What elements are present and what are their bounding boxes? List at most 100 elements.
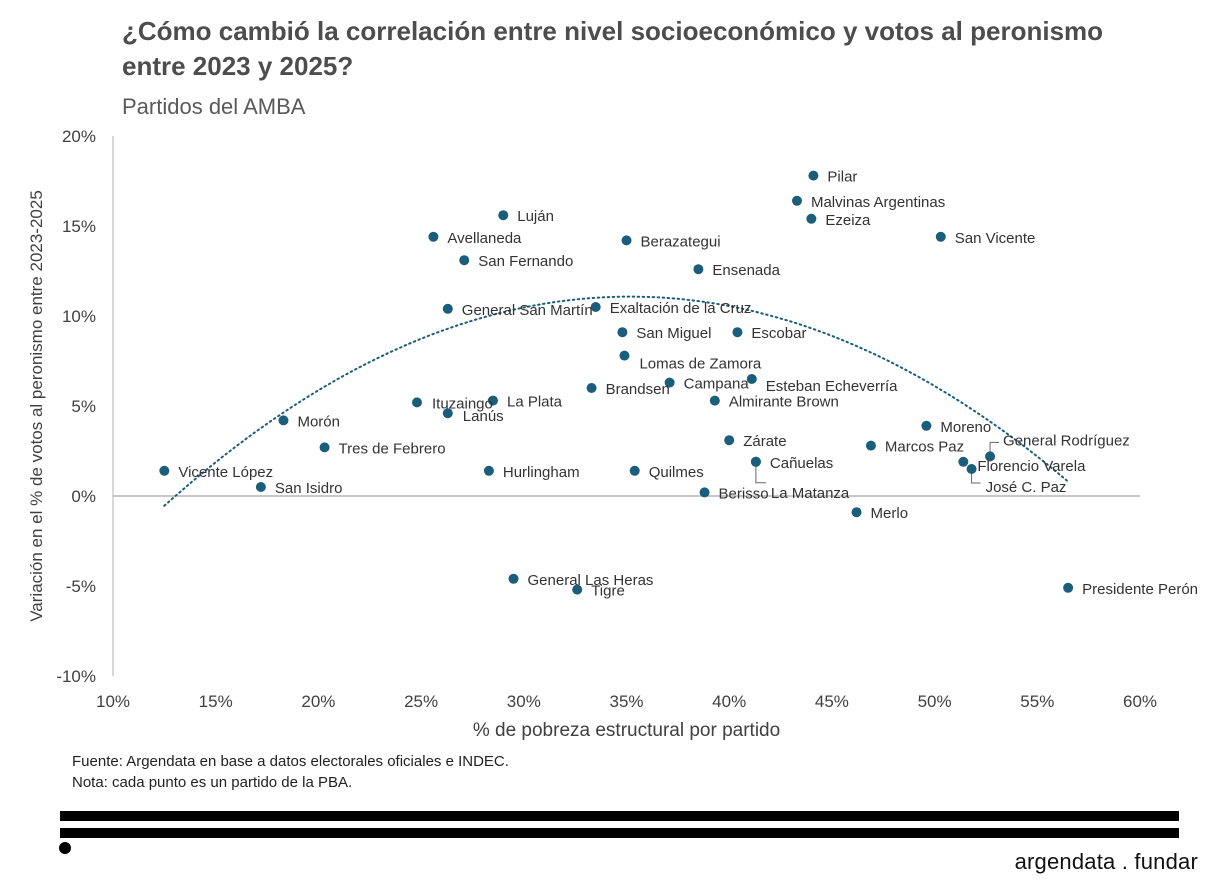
- data-point: [508, 573, 519, 584]
- data-point-label: General Las Heras: [528, 572, 654, 589]
- leader-line: [755, 465, 766, 484]
- methodology-note: Nota: cada punto es un partido de la PBA…: [72, 774, 353, 791]
- data-point-label: Pilar: [827, 169, 857, 186]
- data-point-label: Merlo: [871, 505, 909, 522]
- chart-title: ¿Cómo cambió la correlación entre nivel …: [122, 16, 1104, 81]
- data-point: [865, 440, 876, 451]
- data-point-label: Berazategui: [641, 233, 721, 250]
- data-point-label: San Miguel: [636, 325, 711, 342]
- x-tick-label: 60%: [1123, 692, 1157, 711]
- data-point: [159, 465, 170, 476]
- source-note: Fuente: Argendata en base a datos electo…: [72, 753, 509, 770]
- leader-lines-group: [755, 441, 1000, 484]
- data-point: [921, 420, 932, 431]
- data-point: [411, 397, 422, 408]
- x-tick-label: 55%: [1020, 692, 1054, 711]
- data-point-label: Cañuelas: [770, 455, 833, 472]
- points-group: [159, 170, 1074, 595]
- data-point-label: Ensenada: [712, 262, 780, 279]
- data-point-label: Morón: [297, 413, 340, 430]
- data-point-label: Zárate: [743, 433, 786, 450]
- data-point: [278, 415, 289, 426]
- data-point: [985, 451, 996, 462]
- data-point-label: Florencio Varela: [977, 458, 1086, 475]
- data-point-label: La Matanza: [771, 485, 850, 502]
- data-point: [1063, 582, 1074, 593]
- data-point-label: General Rodríguez: [1003, 432, 1130, 449]
- x-tick-label: 20%: [301, 692, 335, 711]
- data-point: [590, 302, 601, 312]
- chart-subtitle: Partidos del AMBA: [122, 94, 306, 119]
- y-tick-label: 15%: [62, 217, 96, 236]
- data-point-label: San Isidro: [275, 480, 343, 497]
- data-point: [498, 210, 509, 221]
- data-point: [428, 231, 439, 242]
- trendline-group: [163, 295, 1070, 507]
- brand-dot: [59, 842, 71, 854]
- data-point-label: Lanús: [463, 408, 504, 425]
- y-tick-label: -5%: [66, 577, 96, 596]
- leader-line: [971, 473, 981, 484]
- data-point-label: Lomas de Zamora: [639, 356, 761, 373]
- point-labels-group: Pilar Malvinas Argentinas Luján Ezeiza Avell…: [178, 169, 1198, 600]
- data-point-label: La Plata: [507, 394, 563, 411]
- x-tick-label: 45%: [815, 692, 849, 711]
- data-point: [808, 170, 819, 181]
- data-point: [621, 235, 632, 246]
- data-point: [806, 213, 817, 224]
- x-tick-label: 30%: [507, 692, 541, 711]
- data-point-label: Vicente López: [178, 464, 273, 481]
- data-point-label: Avellaneda: [447, 230, 522, 247]
- y-axis-label: Variación en el % de votos al peronismo …: [27, 190, 46, 622]
- data-point-label: General San Martín: [462, 302, 593, 319]
- data-point: [709, 395, 720, 406]
- data-point: [442, 408, 453, 419]
- data-point-label: Malvinas Argentinas: [811, 194, 945, 211]
- data-point-label: Tigre: [591, 583, 625, 600]
- leader-line: [989, 441, 1000, 453]
- data-point-label: Hurlingham: [503, 464, 580, 481]
- data-point: [483, 465, 494, 476]
- data-point-label: Brandsen: [606, 381, 670, 398]
- x-tick-label: 40%: [712, 692, 746, 711]
- data-point-label: Marcos Paz: [885, 439, 964, 456]
- x-tick-label: 25%: [404, 692, 438, 711]
- data-point-label: Esteban Echeverría: [766, 378, 898, 395]
- x-tick-label: 15%: [199, 692, 233, 711]
- data-point: [935, 231, 946, 242]
- data-point: [746, 374, 757, 384]
- x-axis-label: % de pobreza estructural por partido: [473, 720, 780, 741]
- data-point-label: Luján: [517, 208, 554, 225]
- data-point: [693, 264, 704, 275]
- data-point: [851, 507, 862, 518]
- data-point-label: José C. Paz: [986, 479, 1067, 496]
- data-point-label: Berisso: [719, 485, 769, 502]
- y-tick-label: 5%: [71, 397, 96, 416]
- trendline: [163, 295, 1070, 507]
- data-point: [586, 383, 597, 393]
- brand-bar-top: [60, 811, 1179, 821]
- data-point-label: Almirante Brown: [729, 394, 839, 411]
- data-point: [617, 327, 628, 338]
- data-point-label: Exaltación de la Cruz: [610, 300, 752, 317]
- data-point-label: San Fernando: [478, 253, 573, 270]
- data-point-label: San Vicente: [955, 230, 1036, 247]
- x-tick-label: 50%: [918, 692, 952, 711]
- axes-group: 10% 15% 20% 25% 30% 35% 40% 45% 50% 55% 60% 20% 15% 1…: [56, 127, 1157, 711]
- x-tick-label: 10%: [96, 692, 130, 711]
- data-point-label: Ituzaingó: [432, 395, 493, 412]
- y-tick-label: 0%: [71, 487, 96, 506]
- data-point: [966, 464, 977, 474]
- y-tick-label: 10%: [62, 307, 96, 326]
- y-tick-label: 20%: [62, 127, 96, 146]
- data-point-label: Quilmes: [649, 464, 704, 481]
- data-point-label: Campana: [684, 376, 750, 393]
- scatter-chart: 10% 15% 20% 25% 30% 35% 40% 45% 50% 55% 60% 20% 15% 1…: [27, 127, 1198, 741]
- data-point: [732, 327, 743, 338]
- data-point: [619, 350, 630, 361]
- data-point: [699, 487, 710, 498]
- data-point: [442, 303, 453, 314]
- data-point: [572, 584, 583, 595]
- data-point: [319, 442, 330, 453]
- brand-bar-bottom: [60, 828, 1179, 838]
